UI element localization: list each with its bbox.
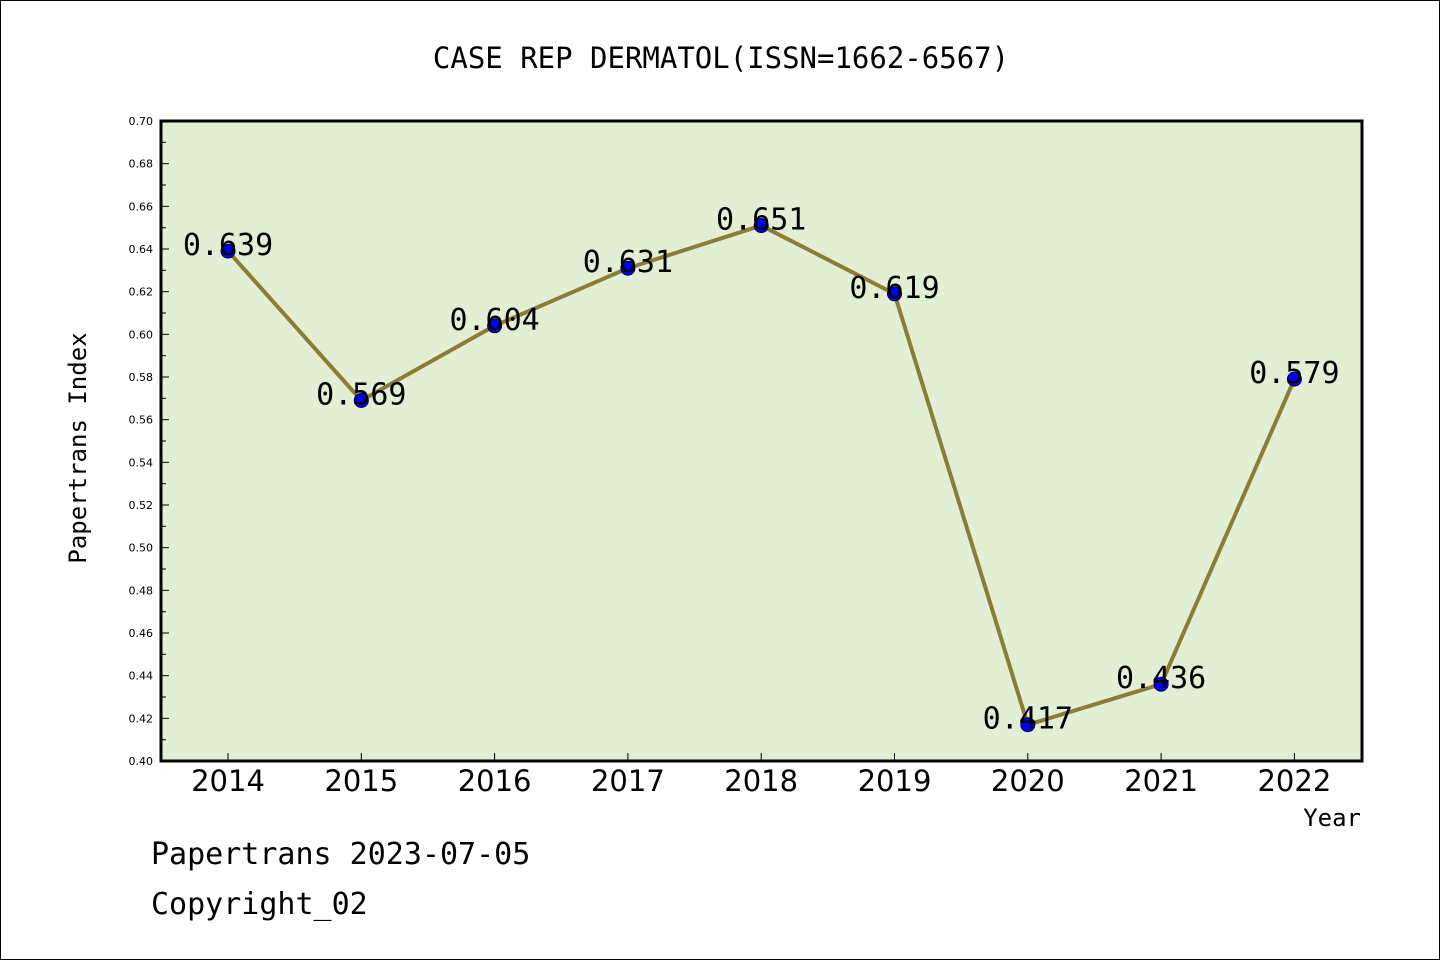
x-tick-label: 2014 <box>191 764 265 798</box>
data-label: 0.639 <box>183 228 273 263</box>
y-axis: 0.40 0.42 0.44 0.46 0.48 0.50 0.52 0.54 0.56 0.58… <box>129 115 169 768</box>
data-point-marker <box>220 243 236 259</box>
x-tick-label: 2022 <box>1257 764 1331 798</box>
data-labels: 0.639 0.569 0.604 0.631 0.651 0.619 0.417 0.436… <box>183 203 1340 737</box>
data-label: 0.604 <box>449 303 539 338</box>
y-tick-label: 0.60 <box>129 328 154 341</box>
data-label: 0.619 <box>849 271 939 306</box>
y-tick-label: 0.46 <box>129 627 154 640</box>
x-tick-label: 2018 <box>724 764 798 798</box>
y-tick-label: 0.48 <box>129 584 154 597</box>
y-tick-label: 0.70 <box>129 115 154 128</box>
y-tick-label: 0.56 <box>129 414 154 427</box>
data-point-marker <box>887 286 902 302</box>
y-tick-label: 0.42 <box>129 712 154 725</box>
data-point-marker <box>353 392 369 408</box>
y-tick-label: 0.44 <box>129 670 154 683</box>
x-tick-label: 2017 <box>591 764 665 798</box>
data-point-marker <box>620 260 636 276</box>
y-tick-label: 0.54 <box>129 456 154 469</box>
y-tick-label: 0.62 <box>129 286 154 299</box>
y-tick-label: 0.58 <box>129 371 154 384</box>
x-axis: 2014 2015 2016 2017 2018 2019 2020 2021 2022 <box>191 753 1331 798</box>
y-tick-label: 0.50 <box>129 542 154 555</box>
footer-copyright: Copyright_02 <box>151 887 368 922</box>
data-point-marker <box>487 318 503 334</box>
y-tick-label: 0.68 <box>129 158 154 171</box>
y-tick-label: 0.40 <box>129 755 154 768</box>
data-label: 0.569 <box>316 377 406 412</box>
plot-border <box>159 119 1364 763</box>
chart-title: CASE REP DERMATOL(ISSN=1662-6567) <box>433 41 1009 75</box>
x-tick-label: 2020 <box>991 764 1065 798</box>
data-label: 0.417 <box>983 702 1073 737</box>
y-axis-label: Papertrans Index <box>64 332 92 563</box>
x-tick-label: 2019 <box>858 764 932 798</box>
x-tick-label: 2016 <box>458 764 532 798</box>
data-label: 0.651 <box>716 203 806 238</box>
data-label: 0.631 <box>583 245 673 280</box>
data-point-marker <box>1286 371 1302 387</box>
series-line-group <box>220 218 1302 733</box>
x-tick-label: 2021 <box>1124 764 1198 798</box>
y-tick-label: 0.64 <box>129 243 154 256</box>
data-point-marker <box>1153 676 1169 692</box>
x-tick-label: 2015 <box>324 764 398 798</box>
data-point-marker <box>753 218 769 234</box>
x-axis-label: Year <box>1303 804 1361 832</box>
footer-date: Papertrans 2023-07-05 <box>151 837 531 872</box>
data-label: 0.579 <box>1249 356 1339 391</box>
data-label: 0.436 <box>1116 661 1206 696</box>
y-tick-label: 0.52 <box>129 499 154 512</box>
y-tick-label: 0.66 <box>129 200 154 213</box>
data-point-marker <box>1020 717 1036 733</box>
